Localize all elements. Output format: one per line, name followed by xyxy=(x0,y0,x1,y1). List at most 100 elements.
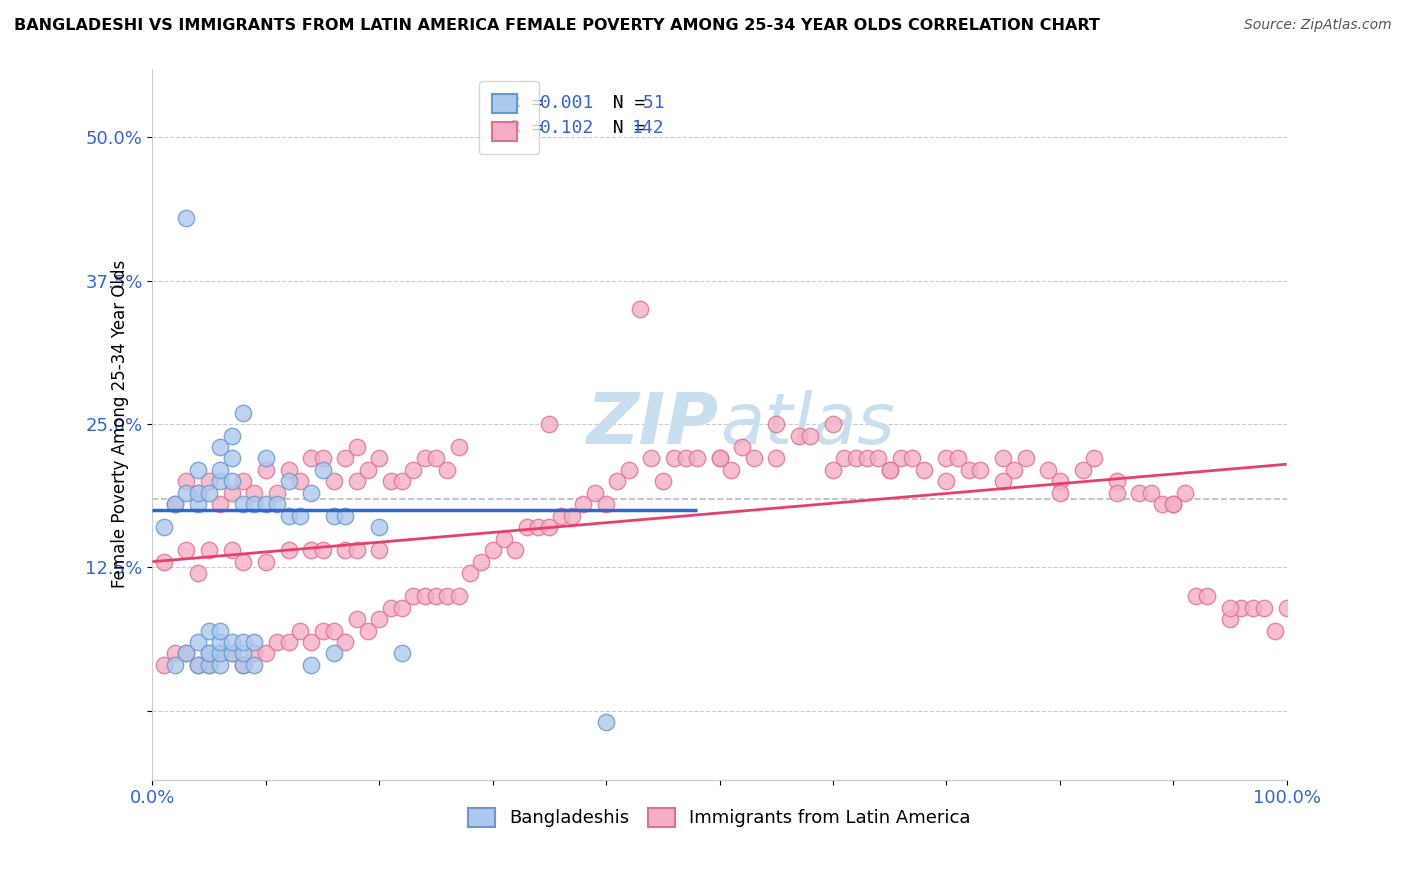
Point xyxy=(209,624,232,638)
Point xyxy=(165,497,187,511)
Point xyxy=(1150,497,1173,511)
Point xyxy=(413,451,436,466)
Point xyxy=(550,508,572,523)
Point xyxy=(187,657,209,672)
Point xyxy=(969,463,991,477)
Point xyxy=(198,657,221,672)
Point xyxy=(299,486,322,500)
Point xyxy=(481,543,503,558)
Point xyxy=(176,211,198,225)
Point xyxy=(335,635,357,649)
Point xyxy=(299,451,322,466)
Point xyxy=(243,647,266,661)
Point xyxy=(436,463,458,477)
Point xyxy=(856,451,879,466)
Point xyxy=(561,508,583,523)
Point xyxy=(1197,589,1219,603)
Point xyxy=(357,624,380,638)
Point xyxy=(413,589,436,603)
Point xyxy=(1004,463,1026,477)
Point xyxy=(187,497,209,511)
Point xyxy=(165,497,187,511)
Point xyxy=(991,451,1014,466)
Point xyxy=(152,520,174,534)
Point xyxy=(221,647,243,661)
Point xyxy=(187,635,209,649)
Point xyxy=(368,451,391,466)
Point xyxy=(492,532,515,546)
Text: Source: ZipAtlas.com: Source: ZipAtlas.com xyxy=(1244,18,1392,32)
Point xyxy=(1241,600,1264,615)
Text: R =: R = xyxy=(510,119,553,136)
Point xyxy=(538,417,561,431)
Point xyxy=(368,520,391,534)
Point xyxy=(232,657,254,672)
Point xyxy=(436,589,458,603)
Point xyxy=(243,657,266,672)
Text: 0.102: 0.102 xyxy=(540,119,595,136)
Point xyxy=(346,475,368,489)
Point xyxy=(742,451,765,466)
Point xyxy=(1161,497,1184,511)
Point xyxy=(198,647,221,661)
Point xyxy=(1049,486,1071,500)
Text: N =: N = xyxy=(592,119,657,136)
Point xyxy=(651,475,673,489)
Point xyxy=(209,475,232,489)
Text: 142: 142 xyxy=(633,119,665,136)
Point xyxy=(277,543,299,558)
Point xyxy=(335,451,357,466)
Point xyxy=(187,463,209,477)
Point xyxy=(1275,600,1298,615)
Point xyxy=(1105,475,1128,489)
Point xyxy=(380,600,402,615)
Text: R =: R = xyxy=(510,94,553,112)
Point xyxy=(346,612,368,626)
Point xyxy=(368,543,391,558)
Point xyxy=(686,451,709,466)
Point xyxy=(346,440,368,454)
Point xyxy=(505,543,527,558)
Point xyxy=(322,624,344,638)
Point xyxy=(787,428,810,442)
Point xyxy=(628,302,651,317)
Point xyxy=(957,463,980,477)
Text: 0.001: 0.001 xyxy=(540,94,595,112)
Point xyxy=(288,508,311,523)
Point xyxy=(572,497,595,511)
Point xyxy=(288,475,311,489)
Point xyxy=(254,463,277,477)
Point xyxy=(277,463,299,477)
Text: 51: 51 xyxy=(633,94,665,112)
Point xyxy=(221,543,243,558)
Point xyxy=(1253,600,1275,615)
Point xyxy=(391,475,413,489)
Point xyxy=(1015,451,1038,466)
Point xyxy=(1230,600,1253,615)
Point xyxy=(425,451,447,466)
Text: ZIP: ZIP xyxy=(588,390,720,458)
Point xyxy=(254,451,277,466)
Point xyxy=(187,657,209,672)
Point xyxy=(311,451,333,466)
Point xyxy=(799,428,821,442)
Point xyxy=(322,508,344,523)
Point xyxy=(198,486,221,500)
Point xyxy=(311,624,333,638)
Point xyxy=(232,635,254,649)
Point xyxy=(595,715,617,730)
Point xyxy=(232,647,254,661)
Point xyxy=(675,451,697,466)
Point xyxy=(1219,600,1241,615)
Point xyxy=(322,647,344,661)
Point xyxy=(209,440,232,454)
Point xyxy=(209,657,232,672)
Point xyxy=(845,451,868,466)
Point xyxy=(402,589,425,603)
Point xyxy=(221,635,243,649)
Point xyxy=(299,543,322,558)
Point xyxy=(527,520,550,534)
Point xyxy=(277,475,299,489)
Point xyxy=(380,475,402,489)
Point xyxy=(1185,589,1208,603)
